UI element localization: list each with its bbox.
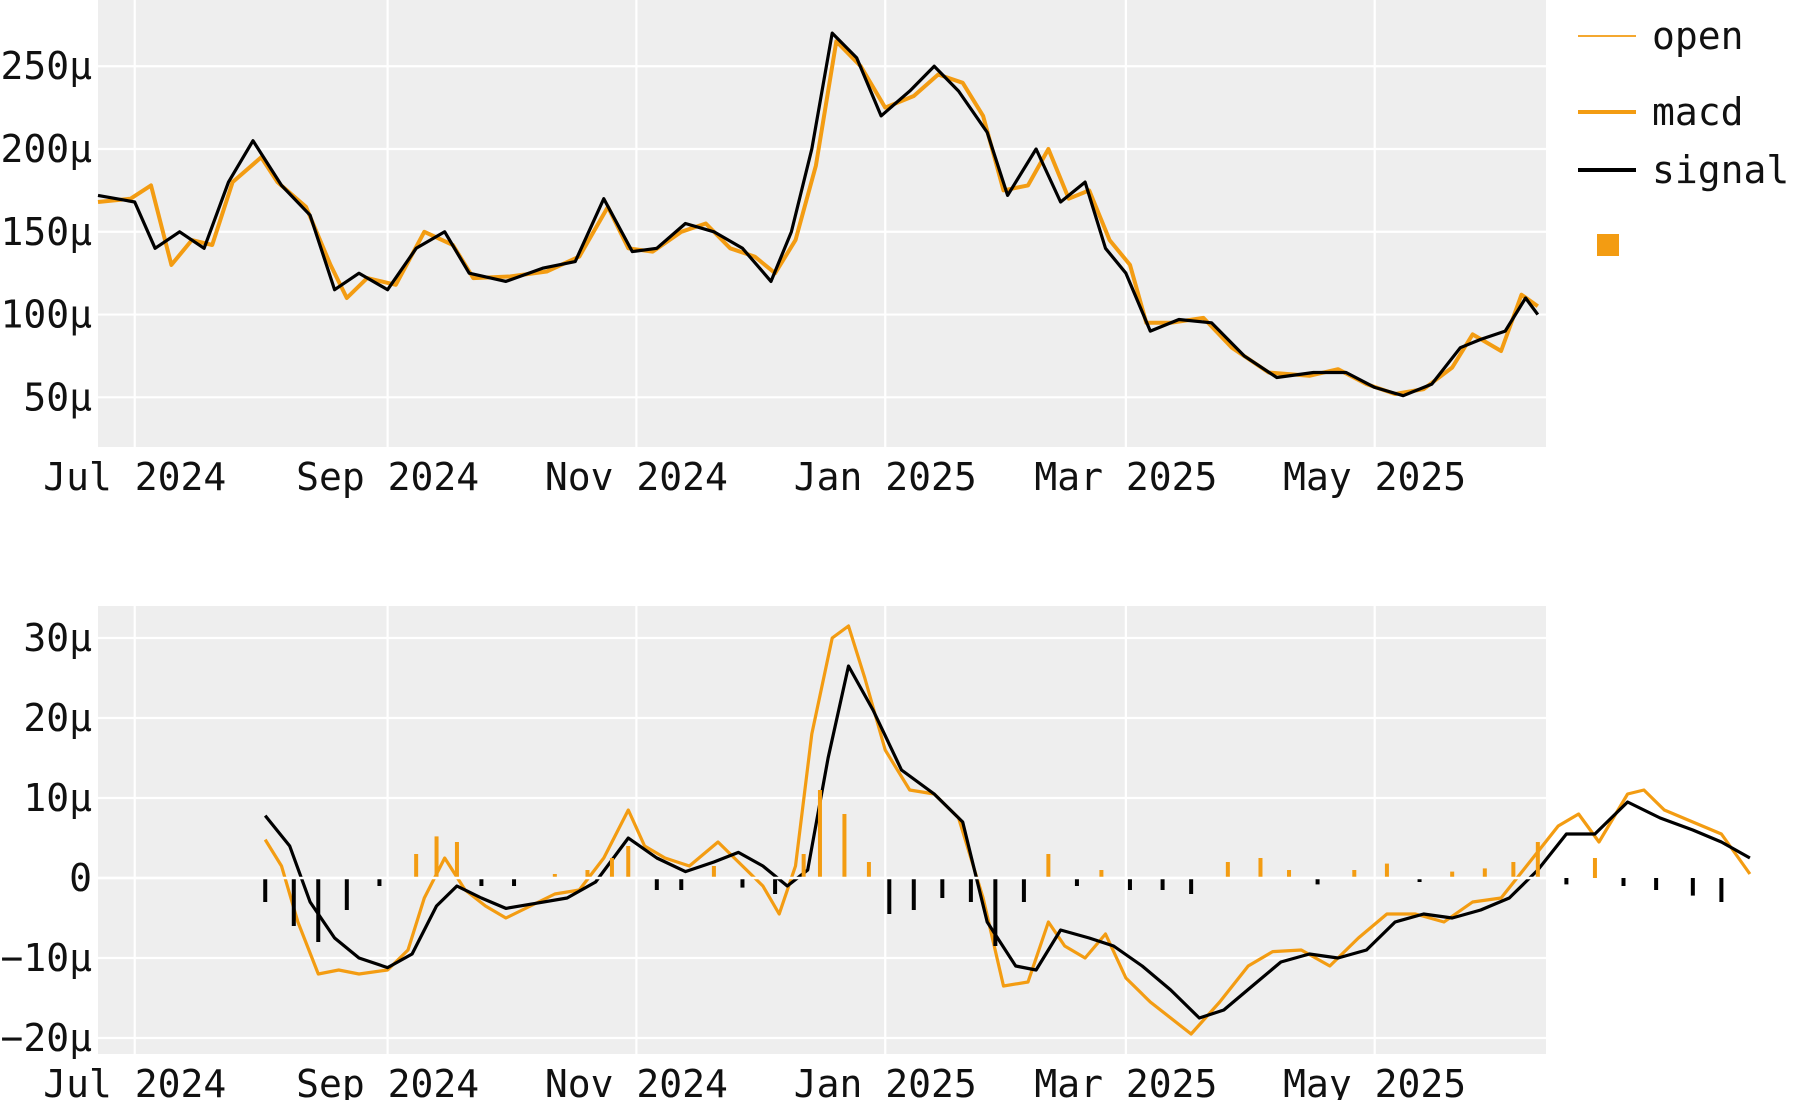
histogram-bar: [1482, 868, 1487, 878]
y-tick-label: 150µ: [0, 210, 92, 254]
x-tick-label: Nov 2024: [545, 1062, 728, 1100]
histogram-bar: [740, 878, 745, 888]
histogram-bar: [377, 878, 382, 886]
y-tick-label: 200µ: [0, 127, 92, 171]
histogram-bar: [454, 842, 459, 878]
histogram-bar: [1046, 854, 1051, 878]
histogram-bar: [711, 866, 716, 878]
signal-line: [263, 664, 1751, 1020]
histogram-bar: [1189, 878, 1194, 894]
histogram-bar: [1621, 878, 1626, 886]
histogram-bar: [1352, 870, 1357, 878]
y-tick-label: 20µ: [23, 696, 92, 740]
legend-label-macd: macd: [1652, 90, 1744, 134]
histogram-bar: [993, 878, 998, 946]
histogram-bar: [1287, 870, 1292, 878]
histogram-bar: [654, 878, 659, 890]
x-tick-label: May 2025: [1283, 455, 1466, 499]
close-line: [97, 31, 1540, 398]
histogram-bar: [887, 878, 892, 914]
macd-panel: −20µ −10µ 0 10µ 20µ 30µ Jul 2024 Sep 2024 Nov 20…: [0, 606, 1752, 1100]
histogram-bar: [968, 878, 973, 902]
histogram-bar: [344, 878, 349, 910]
histogram-bar: [609, 858, 614, 878]
legend: open macd signal: [1578, 14, 1789, 256]
legend-label-signal: signal: [1652, 148, 1789, 192]
histogram-bar: [585, 870, 590, 878]
x-tick-label: Sep 2024: [296, 455, 479, 499]
histogram-bar: [1564, 878, 1569, 885]
histogram-bar: [1225, 862, 1230, 878]
histogram-bar: [1535, 842, 1540, 878]
y-tick-label: 30µ: [23, 616, 92, 660]
histogram-bar: [817, 790, 822, 878]
histogram-bar: [1160, 878, 1165, 890]
y-tick-label: 10µ: [23, 776, 92, 820]
x-tick-label: May 2025: [1283, 1062, 1466, 1100]
y-tick-label: 50µ: [23, 375, 92, 419]
histogram-bar: [1315, 878, 1320, 885]
x-tick-label: Jul 2024: [43, 455, 226, 499]
histogram-bar: [626, 846, 631, 878]
histogram-bar: [291, 878, 296, 926]
histogram-bar: [1384, 863, 1389, 878]
open-line: [97, 39, 1539, 396]
histogram-bar: [316, 878, 321, 942]
x-tick-label: Jan 2025: [794, 1062, 977, 1100]
histogram-bar: [434, 836, 439, 878]
legend-label-open: open: [1652, 14, 1744, 58]
histogram-bar: [479, 878, 484, 886]
histogram-bar: [1654, 878, 1659, 890]
histogram-bar: [1690, 878, 1695, 896]
histogram-bar: [940, 878, 945, 898]
histogram-bar: [1258, 858, 1263, 878]
histogram-bar: [1127, 878, 1132, 890]
price-panel: 50µ 100µ 150µ 200µ 250µ Jul 2024 Sep 2024 Nov 2…: [0, 0, 1546, 499]
histogram-bar: [1417, 878, 1422, 882]
y-tick-label: 250µ: [0, 44, 92, 88]
x-tick-label: Jul 2024: [43, 1062, 226, 1100]
x-tick-label: Jan 2025: [794, 455, 977, 499]
histogram-bar: [866, 862, 871, 878]
histogram-bar: [773, 878, 778, 894]
histogram-bar: [552, 874, 557, 878]
histogram-bar: [801, 854, 806, 878]
x-tick-label: Mar 2025: [1034, 455, 1217, 499]
histogram-bar: [1592, 858, 1597, 878]
histogram-bar: [1074, 878, 1079, 886]
histogram-bar: [1099, 870, 1104, 878]
histogram-bar: [1450, 871, 1455, 878]
y-tick-label: 100µ: [0, 293, 92, 337]
y-tick-label: −20µ: [0, 1016, 92, 1060]
histogram-bar: [512, 878, 517, 886]
y-tick-label: 0: [69, 856, 92, 900]
histogram-bar: [414, 854, 419, 878]
histogram-bar: [1719, 878, 1724, 902]
histogram-bar: [263, 878, 268, 902]
x-tick-label: Mar 2025: [1034, 1062, 1217, 1100]
histogram-bar: [1021, 878, 1026, 902]
x-tick-label: Sep 2024: [296, 1062, 479, 1100]
histogram-bar: [842, 814, 847, 878]
histogram-bar: [679, 878, 684, 890]
histogram: [263, 790, 1724, 946]
histogram-bar: [911, 878, 916, 910]
legend-swatch-square: [1597, 234, 1619, 256]
plot-area: [98, 606, 1546, 1054]
histogram-bar: [1511, 862, 1516, 878]
x-tick-label: Nov 2024: [545, 455, 728, 499]
y-tick-label: −10µ: [0, 936, 92, 980]
